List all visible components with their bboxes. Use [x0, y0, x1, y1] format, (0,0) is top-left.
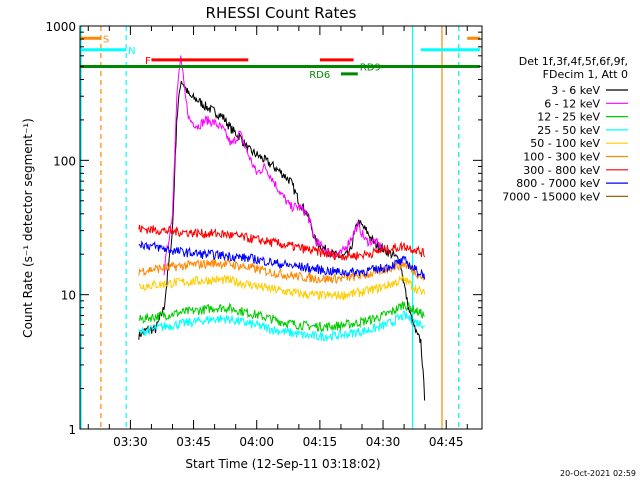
- series-line: [138, 224, 426, 262]
- series-line: [138, 240, 426, 280]
- state-bar-label: RD6: [309, 70, 330, 81]
- legend-entry-label: 25 - 50 keV: [537, 124, 600, 137]
- series-line: [138, 310, 426, 342]
- legend: Det 1f,3f,4f,5f,6f,9f, FDecim 1, Att 0 3…: [502, 55, 628, 203]
- footer-timestamp: 20-Oct-2021 02:59: [560, 469, 636, 478]
- legend-entry-label: 50 - 100 keV: [530, 137, 600, 150]
- y-axis: 1 10 100 1000: [45, 20, 482, 437]
- state-bar-label: S: [103, 34, 109, 45]
- legend-entry-label: 300 - 800 keV: [523, 164, 600, 177]
- legend-entry-label: 3 - 6 keV: [551, 84, 600, 97]
- legend-entry-label: 6 - 12 keV: [544, 97, 600, 110]
- x-tick-label: 04:00: [239, 435, 274, 449]
- series-line: [138, 80, 426, 401]
- series-layer: [138, 55, 426, 401]
- series-line: [163, 55, 383, 276]
- x-tick-label: 04:30: [366, 435, 401, 449]
- y-tick-label: 100: [53, 154, 76, 168]
- x-tick-label: 03:45: [176, 435, 211, 449]
- y-tick-label: 1: [68, 423, 76, 437]
- x-tick-label: 03:30: [113, 435, 148, 449]
- x-axis: 03:30 03:45 04:00 04:15 04:30 04:45: [87, 26, 468, 449]
- chart-title: RHESSI Count Rates: [206, 4, 357, 22]
- y-tick-label: 1000: [45, 20, 76, 34]
- state-bar-label: F: [145, 56, 151, 67]
- x-tick-label: 04:15: [303, 435, 338, 449]
- attenuator-bar-layer: S NF RD9 RD6: [80, 34, 480, 81]
- legend-entry-label: 7000 - 15000 keV: [502, 190, 600, 203]
- y-tick-label: 10: [61, 289, 76, 303]
- series-line: [138, 300, 425, 333]
- y-axis-label: Count Rate (s⁻¹ detector segment⁻¹): [21, 118, 35, 338]
- state-bar-label: N: [128, 46, 135, 57]
- state-bar-label: RD9: [360, 62, 381, 73]
- series-line: [138, 274, 426, 301]
- x-tick-label: 04:45: [429, 435, 464, 449]
- x-axis-label: Start Time (12-Sep-11 03:18:02): [185, 457, 380, 471]
- legend-entry-label: 12 - 25 keV: [537, 111, 600, 124]
- legend-entry-label: 800 - 7000 keV: [516, 177, 600, 190]
- legend-header-line-1: Det 1f,3f,4f,5f,6f,9f,: [519, 55, 628, 68]
- vertical-marker-layer: [80, 26, 460, 429]
- legend-entry-label: 100 - 300 keV: [523, 151, 600, 164]
- legend-header-line-2: FDecim 1, Att 0: [543, 68, 628, 81]
- plot-frame: [79, 25, 483, 430]
